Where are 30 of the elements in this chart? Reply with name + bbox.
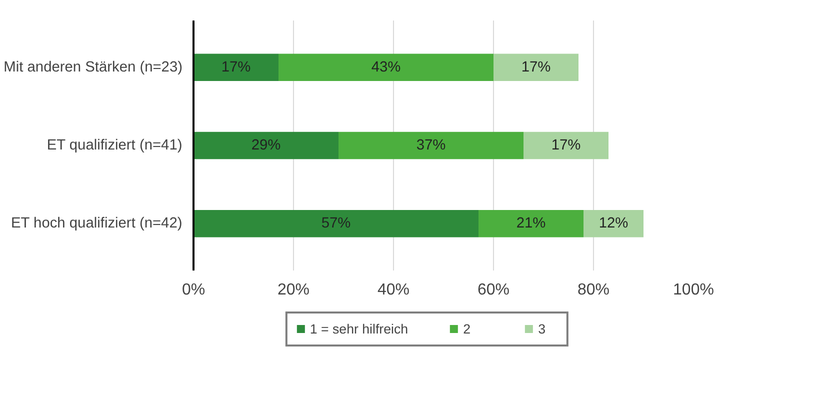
y-tick-label: ET qualifiziert (n=41)	[46, 138, 182, 154]
bar	[194, 210, 478, 238]
data-label: 17%	[521, 59, 551, 76]
bar	[494, 54, 578, 82]
data-label: 21%	[516, 216, 546, 232]
x-tick-label: 60%	[477, 282, 510, 298]
bar	[338, 132, 524, 160]
bar	[584, 210, 644, 238]
bar	[524, 132, 608, 160]
bar	[194, 54, 278, 82]
legend-label: 3	[538, 321, 546, 336]
data-label: 43%	[371, 59, 401, 76]
bar	[194, 132, 338, 160]
data-label: 17%	[551, 138, 581, 154]
x-tick-label: 40%	[377, 282, 410, 298]
data-label: 17%	[221, 59, 251, 76]
legend-label: 2	[463, 321, 472, 336]
data-label: 57%	[321, 216, 351, 232]
x-tick-label: 80%	[577, 282, 610, 298]
data-label: 12%	[598, 216, 628, 232]
data-label: 29%	[251, 138, 281, 154]
y-tick-label: ET hoch qualifiziert (n=42)	[11, 216, 182, 232]
data-label: 37%	[416, 138, 446, 154]
bar	[478, 210, 584, 238]
x-tick-label: 20%	[277, 282, 310, 298]
y-tick-label: Mit anderen Stärken (n=23)	[4, 59, 183, 76]
bar	[278, 54, 494, 82]
x-tick-label: 100%	[673, 282, 714, 298]
legend-label: 1 = sehr hilfreich	[310, 321, 408, 336]
x-tick-label: 0%	[182, 282, 206, 298]
